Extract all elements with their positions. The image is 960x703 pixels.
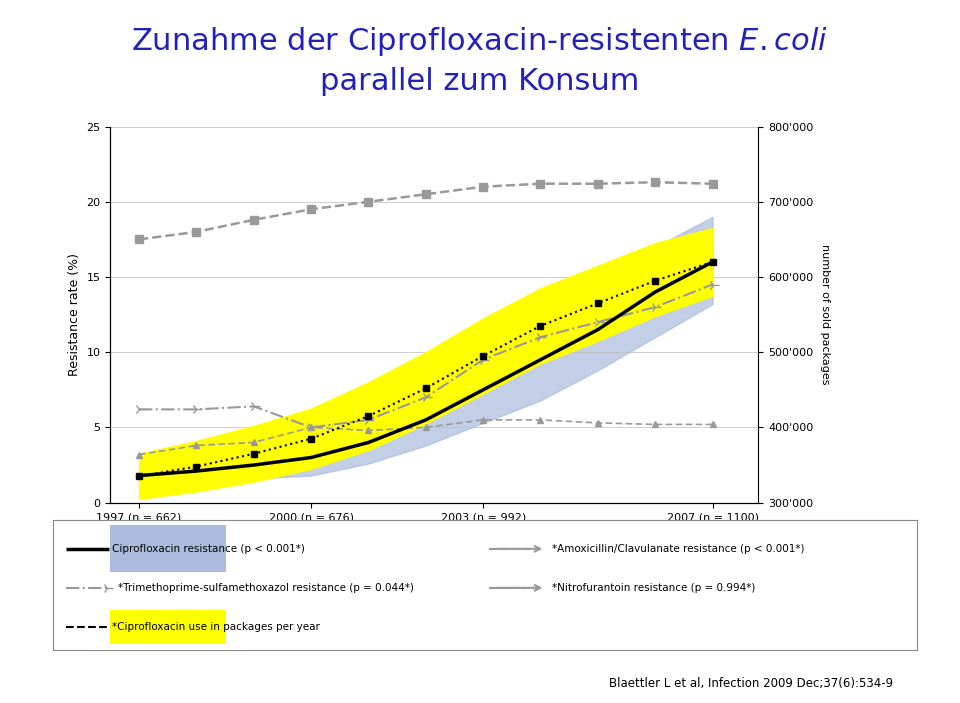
Text: Ciprofloxacin resistance (p < 0.001*): Ciprofloxacin resistance (p < 0.001*)	[111, 544, 304, 554]
Text: *Amoxicillin/Clavulanate resistance (p < 0.001*): *Amoxicillin/Clavulanate resistance (p <…	[552, 544, 804, 554]
Bar	[109, 610, 227, 644]
X-axis label: Year (number of isolates): Year (number of isolates)	[356, 528, 513, 541]
Text: Zunahme der Ciprofloxacin-resistenten $\it{E. coli}$: Zunahme der Ciprofloxacin-resistenten $\…	[132, 25, 828, 58]
Text: *Trimethoprime-sulfamethoxazol resistance (p = 0.044*): *Trimethoprime-sulfamethoxazol resistanc…	[118, 583, 414, 593]
Y-axis label: Resistance rate (%): Resistance rate (%)	[68, 253, 81, 376]
Bar	[109, 525, 227, 572]
Y-axis label: number of sold packages: number of sold packages	[820, 245, 830, 385]
Text: Blaettler L et al, Infection 2009 Dec;37(6):534-9: Blaettler L et al, Infection 2009 Dec;37…	[609, 678, 893, 690]
Text: *Nitrofurantoin resistance (p = 0.994*): *Nitrofurantoin resistance (p = 0.994*)	[552, 583, 756, 593]
Text: *Ciprofloxacin use in packages per year: *Ciprofloxacin use in packages per year	[111, 622, 320, 632]
Text: parallel zum Konsum: parallel zum Konsum	[321, 67, 639, 96]
